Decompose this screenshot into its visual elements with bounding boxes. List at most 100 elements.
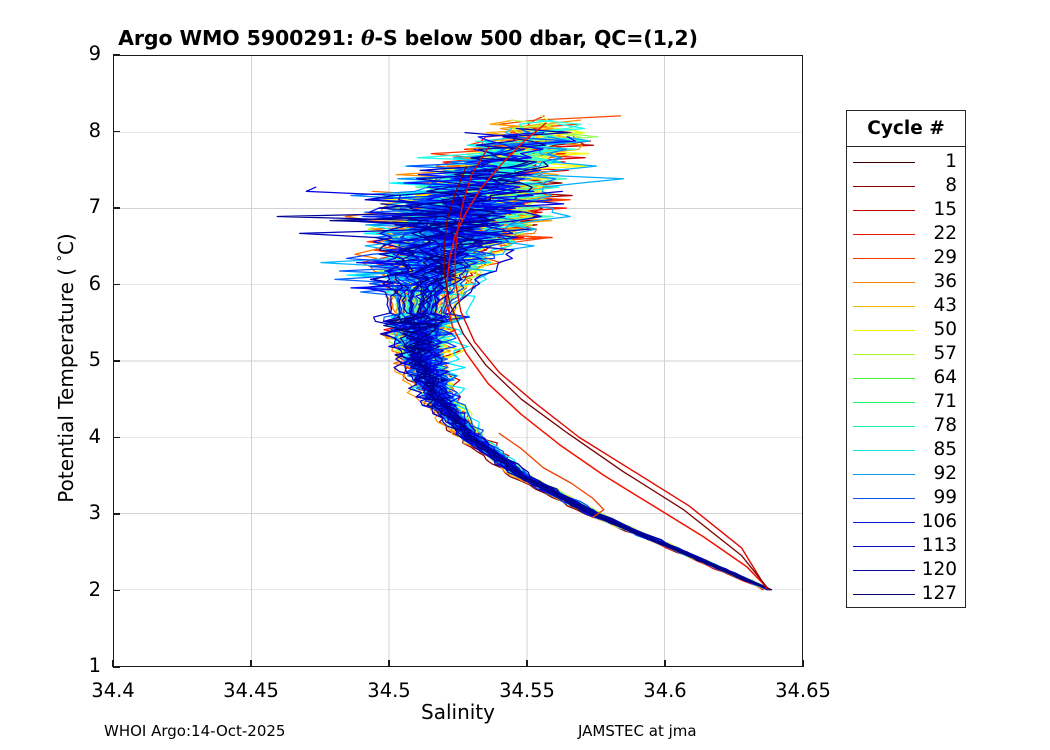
y-tick-label: 2 <box>88 577 101 601</box>
legend-item[interactable]: 43 <box>847 294 965 318</box>
legend-item-label: 36 <box>933 271 957 292</box>
legend-item-label: 43 <box>933 295 957 316</box>
theta-s-profile-warm-branch <box>498 432 605 518</box>
y-axis-label-pre: Potential Temperature ( <box>54 261 78 503</box>
legend-color-swatch <box>853 545 915 547</box>
y-tick <box>113 360 120 362</box>
legend-color-swatch <box>853 497 915 499</box>
theta-s-profile-warm-branch <box>446 122 770 591</box>
plot-area <box>113 55 803 667</box>
theta-s-profile <box>413 161 771 591</box>
legend-color-swatch <box>853 425 915 427</box>
legend-title: Cycle # <box>847 111 965 147</box>
legend-color-swatch <box>853 473 915 475</box>
theta-s-profile <box>417 232 762 587</box>
legend-color-swatch <box>853 281 915 283</box>
legend-color-swatch <box>853 329 915 331</box>
legend-item-label: 8 <box>945 175 957 196</box>
legend-color-swatch <box>853 401 915 403</box>
y-axis-label-post: C) <box>54 233 78 256</box>
legend-item-label: 113 <box>921 535 957 556</box>
legend-color-swatch <box>853 233 915 235</box>
legend-item[interactable]: 85 <box>847 438 965 462</box>
legend-color-swatch <box>853 377 915 379</box>
legend-item-label: 71 <box>933 391 957 412</box>
x-tick-label: 34.6 <box>643 679 687 702</box>
theta-symbol: θ <box>360 26 375 50</box>
legend-item[interactable]: 113 <box>847 534 965 558</box>
y-tick <box>113 666 120 668</box>
chart-title-suffix: -S below 500 dbar, QC=(1,2) <box>374 26 698 50</box>
legend-item[interactable]: 71 <box>847 390 965 414</box>
legend-item[interactable]: 36 <box>847 270 965 294</box>
y-tick <box>113 283 120 286</box>
theta-s-profile <box>434 190 761 587</box>
x-tick-label: 34.4 <box>91 679 135 702</box>
legend-item-label: 106 <box>921 511 957 532</box>
legend-item-label: 50 <box>933 319 957 340</box>
legend-item[interactable]: 22 <box>847 222 965 246</box>
y-tick-label: 1 <box>88 654 101 677</box>
chart-title: Argo WMO 5900291: θ-S below 500 dbar, QC… <box>0 26 816 50</box>
footer-right-credit: JAMSTEC at jma <box>578 722 697 740</box>
footer-left-credit: WHOI Argo:14-Oct-2025 <box>104 722 286 740</box>
x-tick <box>250 660 252 667</box>
x-tick <box>664 660 666 667</box>
legend-item[interactable]: 106 <box>847 510 965 534</box>
x-tick <box>802 660 804 667</box>
y-axis-label: Potential Temperature ( °C) <box>54 88 78 648</box>
legend-item[interactable]: 15 <box>847 198 965 222</box>
legend-item-label: 57 <box>933 343 957 364</box>
legend-box: Cycle # 1 8 15 22 29 36 43 50 57 64 71 78 85 92 99 106 1… <box>846 110 966 608</box>
theta-s-profile <box>386 236 748 583</box>
legend-item-label: 1 <box>945 151 957 172</box>
legend-color-swatch <box>853 353 915 355</box>
x-tick <box>526 660 528 667</box>
theta-s-profile <box>299 203 754 583</box>
legend-item[interactable]: 50 <box>847 318 965 342</box>
y-tick-label: 7 <box>88 195 101 218</box>
legend-color-swatch <box>853 569 915 571</box>
legend-item-label: 120 <box>921 559 957 580</box>
theta-s-profile <box>276 190 773 591</box>
legend-item-label: 85 <box>933 439 957 460</box>
x-tick-label: 34.55 <box>499 679 555 702</box>
chart-title-prefix: Argo WMO 5900291: <box>118 26 361 50</box>
y-tick <box>113 513 120 515</box>
y-tick <box>113 130 120 133</box>
y-tick-label: 3 <box>88 501 101 524</box>
legend-item[interactable]: 120 <box>847 558 965 582</box>
legend-item-label: 127 <box>921 583 957 604</box>
y-tick-label: 9 <box>88 42 101 65</box>
degree-icon: ° <box>56 255 71 262</box>
theta-s-profile-warm-branch <box>454 146 767 589</box>
x-axis-label: Salinity <box>421 700 495 724</box>
legend-item[interactable]: 8 <box>847 174 965 198</box>
legend-item[interactable]: 92 <box>847 462 965 486</box>
y-tick <box>113 436 120 439</box>
legend-item[interactable]: 99 <box>847 486 965 510</box>
legend-item[interactable]: 64 <box>847 366 965 390</box>
legend-color-swatch <box>853 161 915 163</box>
legend-color-swatch <box>853 185 915 187</box>
legend-item-label: 64 <box>933 367 957 388</box>
legend-item[interactable]: 78 <box>847 414 965 438</box>
legend-item[interactable]: 57 <box>847 342 965 366</box>
legend-item[interactable]: 1 <box>847 150 965 174</box>
legend-item[interactable]: 127 <box>847 582 965 606</box>
theta-s-profile-warm-branch <box>443 165 770 591</box>
legend-item-label: 92 <box>933 463 957 484</box>
legend-item-label: 22 <box>933 223 957 244</box>
legend-item[interactable]: 29 <box>847 246 965 270</box>
legend-color-swatch <box>853 305 915 307</box>
y-tick <box>113 54 120 56</box>
x-tick-label: 34.45 <box>223 679 279 702</box>
theta-s-curves <box>276 115 773 591</box>
legend-item-label: 99 <box>933 487 957 508</box>
legend-items: 1 8 15 22 29 36 43 50 57 64 71 78 85 92 99 106 113 120 127 <box>847 147 965 606</box>
legend-color-swatch <box>853 593 915 595</box>
legend-color-swatch <box>853 257 915 259</box>
x-tick <box>388 660 390 667</box>
x-tick <box>112 660 114 667</box>
